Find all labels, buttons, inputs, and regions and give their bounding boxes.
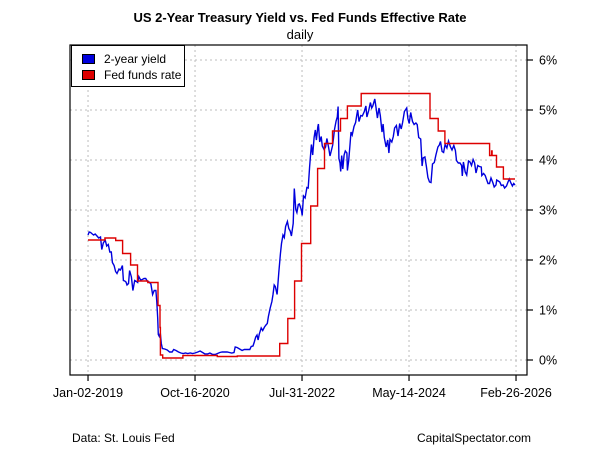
- x-tick-label: May-14-2024: [372, 386, 446, 400]
- y-tick-label: 3%: [539, 204, 557, 218]
- series-line-2-year-yield: [87, 98, 516, 356]
- plot-frame: [69, 44, 528, 376]
- chart-title: US 2-Year Treasury Yield vs. Fed Funds E…: [133, 10, 467, 25]
- y-tick-label: 5%: [539, 104, 557, 118]
- series-line-fed-funds-rate: [88, 92, 515, 359]
- legend-label: Fed funds rate: [104, 68, 182, 82]
- legend: 2-year yield Fed funds rate: [71, 45, 185, 87]
- x-tick-label: Oct-16-2020: [160, 386, 230, 400]
- legend-item-2-year-yield: 2-year yield: [82, 51, 184, 67]
- y-tick-label: 0%: [539, 354, 557, 368]
- y-tick-label: 4%: [539, 154, 557, 168]
- chart-subtitle: daily: [286, 27, 314, 42]
- legend-item-fed-funds-rate: Fed funds rate: [82, 67, 184, 83]
- legend-swatch-red: [82, 70, 95, 80]
- x-tick-label: Jan-02-2019: [53, 386, 123, 400]
- y-tick-label: 6%: [539, 54, 557, 68]
- y-tick-label: 2%: [539, 254, 557, 268]
- site-credit: CapitalSpectator.com: [416, 431, 531, 445]
- x-tick-label: Feb-26-2026: [480, 386, 552, 400]
- data-source: Data: St. Louis Fed: [72, 431, 175, 445]
- legend-label: 2-year yield: [104, 52, 167, 66]
- y-tick-label: 1%: [539, 304, 557, 318]
- legend-swatch-blue: [82, 54, 95, 64]
- x-tick-label: Jul-31-2022: [269, 386, 335, 400]
